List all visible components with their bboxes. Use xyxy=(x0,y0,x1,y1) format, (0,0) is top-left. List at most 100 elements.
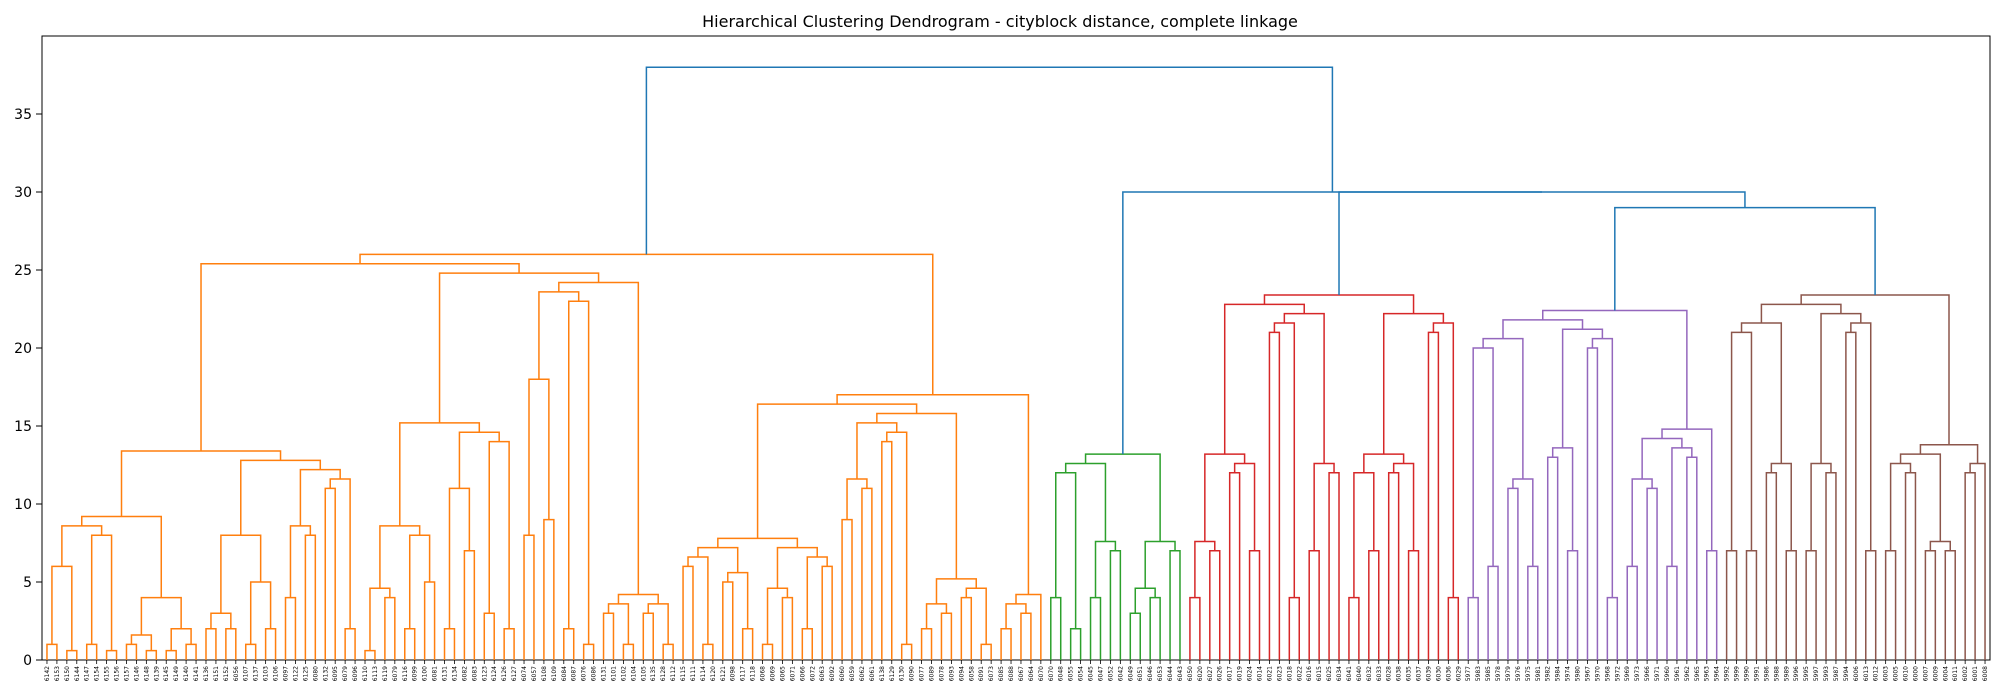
dendrogram-link xyxy=(1288,596,1301,660)
plot-frame xyxy=(41,35,1991,661)
dendrogram-link xyxy=(1273,322,1296,598)
leaf-label: 6157 xyxy=(123,666,130,681)
dendrogram-link xyxy=(1204,453,1246,542)
dendrogram-link xyxy=(304,534,317,660)
leaf-label: 6087 xyxy=(571,666,578,681)
leaf-label: 6125 xyxy=(302,666,309,681)
leaf-label: 5974 xyxy=(1565,666,1572,681)
dendrogram-link xyxy=(1487,565,1499,660)
leaf-label: 6042 xyxy=(1117,666,1124,681)
leaf-label: 6032 xyxy=(1366,666,1373,681)
leaf-label: 6089 xyxy=(929,666,936,681)
dendrogram-link xyxy=(1820,312,1862,464)
leaf-label: 5976 xyxy=(1515,666,1522,681)
leaf-label: 5989 xyxy=(1783,666,1790,681)
dendrogram-link xyxy=(1387,472,1400,660)
dendrogram-link xyxy=(170,628,192,651)
dendrogram-link xyxy=(1482,337,1524,480)
leaf-label: 6102 xyxy=(620,666,627,681)
dendrogram-link xyxy=(920,628,933,660)
leaf-label: 6117 xyxy=(740,666,747,681)
dendrogram-link xyxy=(568,300,590,645)
dendrogram-link xyxy=(682,565,694,660)
leaf-label: 6002 xyxy=(1962,666,1969,681)
dendrogram-link xyxy=(607,603,630,645)
leaf-label: 5972 xyxy=(1614,666,1621,681)
dendrogram-link xyxy=(329,478,351,629)
leaf-label: 5962 xyxy=(1684,666,1691,681)
dendrogram-link xyxy=(205,628,217,660)
leaf-label: 6091 xyxy=(978,666,985,681)
dendrogram-link xyxy=(528,378,550,536)
leaf-label: 6010 xyxy=(1903,666,1910,681)
dendrogram-link xyxy=(836,394,1030,595)
leaf-label: 6020 xyxy=(1197,666,1204,681)
dendrogram-link xyxy=(1189,596,1201,660)
leaf-label: 5999 xyxy=(1734,666,1741,681)
dendrogram-link xyxy=(1005,603,1027,629)
leaf-label: 6079 xyxy=(392,666,399,681)
dendrogram-link xyxy=(1094,540,1117,598)
leaf-label: 6033 xyxy=(1376,666,1383,681)
dendrogram-link xyxy=(1233,462,1256,551)
chart-title: Hierarchical Clustering Dendrogram - cit… xyxy=(702,12,1298,31)
leaf-label: 5991 xyxy=(1753,666,1760,681)
leaf-label: 5980 xyxy=(1575,666,1582,681)
leaf-label: 5982 xyxy=(1545,666,1552,681)
leaf-label: 6148 xyxy=(143,666,150,681)
dendrogram-link xyxy=(876,412,958,579)
leaf-label: 6141 xyxy=(193,666,200,681)
dendrogram-link xyxy=(249,581,272,645)
leaf-label: 5986 xyxy=(1763,666,1770,681)
dendrogram-link xyxy=(563,628,575,660)
dendrogram-link xyxy=(225,628,237,660)
leaf-label: 6039 xyxy=(1425,666,1432,681)
leaf-label: 6025 xyxy=(1326,666,1333,681)
dendrogram-link xyxy=(324,487,336,660)
leaf-label: 5971 xyxy=(1654,666,1661,681)
leaf-label: 6112 xyxy=(670,666,677,681)
leaf-label: 6066 xyxy=(799,666,806,681)
dendrogram-link xyxy=(940,612,953,660)
leaf-label: 6144 xyxy=(74,666,81,681)
dendrogram-link xyxy=(881,440,893,660)
dendrogram-link xyxy=(900,643,913,660)
dendrogram-link xyxy=(806,556,828,629)
dendrogram-link xyxy=(165,649,177,660)
dendrogram-link xyxy=(702,643,714,660)
leaf-label: 6065 xyxy=(779,666,786,681)
leaf-label: 6052 xyxy=(1107,666,1114,681)
leaf-label: 6045 xyxy=(1088,666,1095,681)
dendrogram-link xyxy=(1134,587,1156,614)
leaf-label: 6126 xyxy=(501,666,508,681)
leaf-label: 6062 xyxy=(859,666,866,681)
leaf-label: 5984 xyxy=(1555,666,1562,681)
leaf-label: 6132 xyxy=(322,666,329,681)
dendrogram-link xyxy=(1432,322,1455,598)
leaf-label: 6149 xyxy=(173,666,180,681)
dendrogram-link xyxy=(1770,462,1792,551)
leaf-label: 6022 xyxy=(1296,666,1303,681)
dendrogram-link xyxy=(727,571,749,629)
dendrogram-link xyxy=(1328,472,1340,660)
leaf-label: 6127 xyxy=(511,666,518,681)
leaf-label: 6115 xyxy=(680,666,687,681)
leaf-label: 6119 xyxy=(382,666,389,681)
leaf-label: 6113 xyxy=(372,666,379,681)
leaf-label: 6129 xyxy=(889,666,896,681)
dendrogram-link xyxy=(801,628,814,660)
leaf-label: 6077 xyxy=(919,666,926,681)
dendrogram-link xyxy=(1109,550,1122,660)
dendrogram-link xyxy=(1507,487,1519,660)
leaf-label: 6000 xyxy=(1912,666,1919,681)
leaf-label: 6037 xyxy=(1416,666,1423,681)
dendrogram-link xyxy=(399,422,481,526)
leaf-label: 6068 xyxy=(760,666,767,681)
dendrogram-link xyxy=(1000,628,1012,660)
leaf-label: 6086 xyxy=(591,666,598,681)
dendrogram-link xyxy=(687,556,709,645)
dendrogram-link xyxy=(582,643,595,660)
leaf-label: 6074 xyxy=(521,666,528,681)
dendrogram-link xyxy=(1546,456,1559,660)
